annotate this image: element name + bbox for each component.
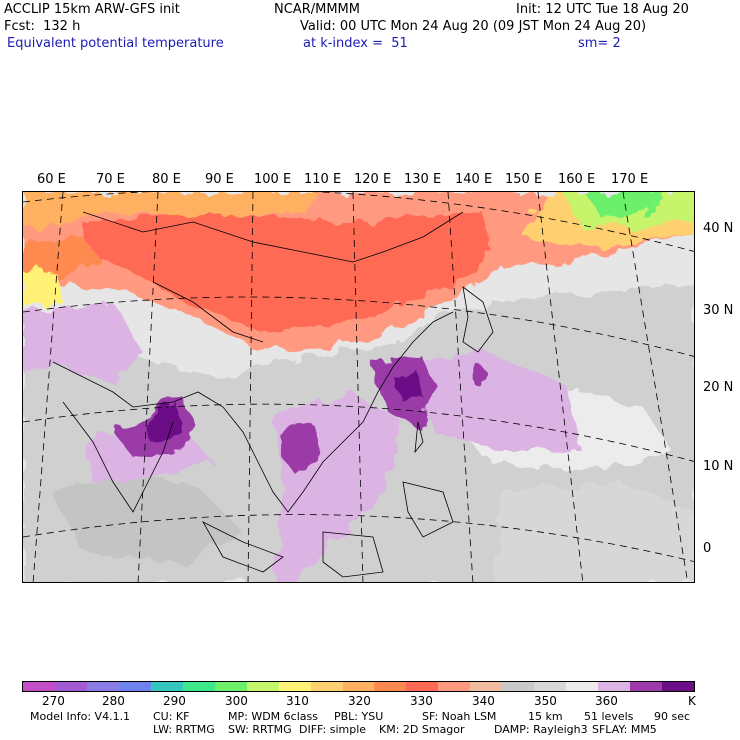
model-info-item: CU: KF bbox=[153, 710, 190, 723]
longitude-label: 100 E bbox=[254, 172, 292, 187]
colorbar-swatch bbox=[502, 682, 535, 691]
colorbar-swatch bbox=[182, 682, 215, 691]
latitude-label: 0 bbox=[703, 541, 712, 556]
longitude-label: 90 E bbox=[205, 172, 234, 187]
colorbar-swatch bbox=[214, 682, 247, 691]
longitude-label: 170 E bbox=[611, 172, 649, 187]
model-title: ACCLIP 15km ARW-GFS init bbox=[4, 2, 180, 17]
colorbar-swatch bbox=[374, 682, 407, 691]
colorbar-label: 360 bbox=[595, 694, 618, 708]
latitude-label: 20 N bbox=[703, 380, 734, 395]
smoothing-value: sm= 2 bbox=[578, 36, 621, 51]
colorbar-unit: K bbox=[688, 694, 696, 708]
init-time: Init: 12 UTC Tue 18 Aug 20 bbox=[516, 2, 689, 17]
model-info-item: 51 levels bbox=[584, 710, 634, 723]
colorbar-swatch bbox=[150, 682, 183, 691]
colorbar-swatch bbox=[342, 682, 375, 691]
colorbar-label: 270 bbox=[42, 694, 65, 708]
latitude-label: 10 N bbox=[703, 459, 734, 474]
colorbar-swatch bbox=[470, 682, 503, 691]
colorbar-label: 310 bbox=[286, 694, 309, 708]
colorbar-label: 300 bbox=[225, 694, 248, 708]
colorbar-label: 280 bbox=[102, 694, 125, 708]
model-info-item: SFLAY: MM5 bbox=[592, 723, 657, 736]
latitude-label: 30 N bbox=[703, 303, 734, 318]
model-info-item: Model Info: V4.1.1 bbox=[30, 710, 131, 723]
colorbar-label: 340 bbox=[472, 694, 495, 708]
theta-e-field bbox=[23, 192, 694, 582]
colorbar-swatch bbox=[438, 682, 471, 691]
longitude-label: 60 E bbox=[37, 172, 66, 187]
colorbar-swatch bbox=[246, 682, 279, 691]
model-info-item: LW: RRTMG bbox=[153, 723, 215, 736]
colorbar-swatch bbox=[566, 682, 599, 691]
colorbar-swatch bbox=[598, 682, 631, 691]
colorbar-swatch bbox=[662, 682, 695, 691]
colorbar-swatch bbox=[406, 682, 439, 691]
valid-time: Valid: 00 UTC Mon 24 Aug 20 (09 JST Mon … bbox=[300, 19, 647, 34]
organization-label: NCAR/MMMM bbox=[274, 2, 360, 17]
longitude-label: 150 E bbox=[505, 172, 543, 187]
longitude-label: 130 E bbox=[404, 172, 442, 187]
model-info-item: 15 km bbox=[528, 710, 563, 723]
field-name: Equivalent potential temperature bbox=[7, 36, 224, 51]
model-info-item: 90 sec bbox=[654, 710, 691, 723]
colorbar-label: 290 bbox=[163, 694, 186, 708]
model-info-item: KM: 2D Smagor bbox=[379, 723, 465, 736]
model-info-item: SF: Noah LSM bbox=[422, 710, 497, 723]
colorbar bbox=[22, 681, 695, 692]
longitude-label: 160 E bbox=[558, 172, 596, 187]
forecast-hour: Fcst: 132 h bbox=[4, 19, 81, 34]
weather-map bbox=[22, 191, 695, 583]
longitude-label: 80 E bbox=[152, 172, 181, 187]
longitude-label: 110 E bbox=[304, 172, 342, 187]
colorbar-label: 320 bbox=[348, 694, 371, 708]
colorbar-swatch bbox=[86, 682, 119, 691]
colorbar-swatch bbox=[54, 682, 87, 691]
latitude-label: 40 N bbox=[703, 221, 734, 236]
colorbar-label: 330 bbox=[410, 694, 433, 708]
colorbar-swatch bbox=[118, 682, 151, 691]
colorbar-swatch bbox=[278, 682, 311, 691]
model-info-item: PBL: YSU bbox=[334, 710, 384, 723]
model-info-item: DAMP: Rayleigh3 bbox=[494, 723, 588, 736]
colorbar-label: 350 bbox=[534, 694, 557, 708]
model-info-item: DIFF: simple bbox=[299, 723, 367, 736]
colorbar-swatch bbox=[310, 682, 343, 691]
model-info-item: SW: RRTMG bbox=[228, 723, 292, 736]
longitude-label: 70 E bbox=[96, 172, 125, 187]
longitude-label: 120 E bbox=[354, 172, 392, 187]
model-info-item: MP: WDM 6class bbox=[228, 710, 318, 723]
colorbar-swatch bbox=[630, 682, 663, 691]
longitude-label: 140 E bbox=[455, 172, 493, 187]
vertical-level: at k-index = 51 bbox=[303, 36, 408, 51]
colorbar-swatch bbox=[23, 682, 55, 691]
colorbar-swatch bbox=[534, 682, 567, 691]
